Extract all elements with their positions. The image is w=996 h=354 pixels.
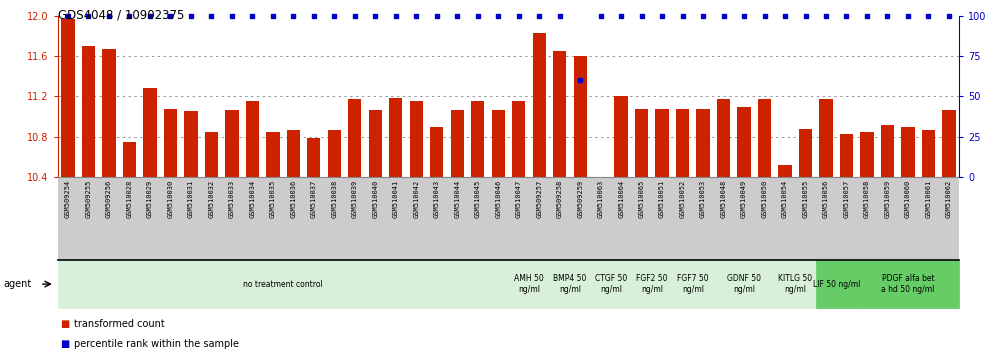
Bar bbox=[921, 130, 935, 177]
Bar bbox=[430, 127, 443, 177]
Bar bbox=[307, 138, 321, 177]
Bar bbox=[901, 127, 914, 177]
Bar bbox=[103, 49, 116, 177]
Text: GDS4048 / 10902375: GDS4048 / 10902375 bbox=[58, 9, 184, 22]
Text: agent: agent bbox=[3, 279, 31, 289]
Bar bbox=[820, 99, 833, 177]
Bar bbox=[574, 56, 587, 177]
Bar bbox=[840, 134, 854, 177]
Bar bbox=[266, 132, 280, 177]
Text: ■: ■ bbox=[60, 339, 69, 349]
Bar bbox=[143, 88, 156, 177]
Bar bbox=[492, 109, 505, 177]
Bar bbox=[880, 125, 894, 177]
Bar bbox=[799, 129, 812, 177]
Bar bbox=[409, 102, 423, 177]
Text: BMP4 50
ng/ml: BMP4 50 ng/ml bbox=[553, 274, 587, 294]
Text: KITLG 50
ng/ml: KITLG 50 ng/ml bbox=[778, 274, 813, 294]
Bar bbox=[225, 109, 239, 177]
Bar bbox=[942, 109, 955, 177]
Bar bbox=[328, 130, 341, 177]
Bar bbox=[184, 110, 197, 177]
Bar bbox=[655, 109, 668, 177]
Text: FGF2 50
ng/ml: FGF2 50 ng/ml bbox=[636, 274, 667, 294]
Text: PDGF alfa bet
a hd 50 ng/ml: PDGF alfa bet a hd 50 ng/ml bbox=[881, 274, 934, 294]
Bar bbox=[512, 102, 525, 177]
Text: CTGF 50
ng/ml: CTGF 50 ng/ml bbox=[595, 274, 627, 294]
Text: no treatment control: no treatment control bbox=[243, 280, 323, 289]
Bar bbox=[163, 109, 177, 177]
Bar bbox=[737, 107, 751, 177]
Bar bbox=[676, 109, 689, 177]
Text: percentile rank within the sample: percentile rank within the sample bbox=[74, 339, 239, 349]
Bar bbox=[861, 132, 873, 177]
Bar bbox=[205, 132, 218, 177]
Bar bbox=[82, 46, 96, 177]
Bar bbox=[696, 109, 710, 177]
Bar bbox=[287, 130, 300, 177]
Bar bbox=[349, 99, 362, 177]
Bar bbox=[717, 99, 730, 177]
Text: ■: ■ bbox=[60, 319, 69, 329]
Bar bbox=[450, 109, 464, 177]
Text: AMH 50
ng/ml: AMH 50 ng/ml bbox=[514, 274, 544, 294]
Bar bbox=[246, 102, 259, 177]
Bar bbox=[369, 109, 381, 177]
Text: GDNF 50
ng/ml: GDNF 50 ng/ml bbox=[727, 274, 761, 294]
Bar bbox=[533, 33, 546, 177]
Bar bbox=[635, 109, 648, 177]
Bar bbox=[123, 142, 136, 177]
Bar bbox=[62, 19, 75, 177]
Bar bbox=[778, 165, 792, 177]
Bar bbox=[471, 102, 484, 177]
Bar bbox=[553, 51, 567, 177]
Text: FGF7 50
ng/ml: FGF7 50 ng/ml bbox=[677, 274, 708, 294]
Bar bbox=[389, 98, 402, 177]
Bar bbox=[615, 97, 627, 177]
Text: LIF 50 ng/ml: LIF 50 ng/ml bbox=[813, 280, 860, 289]
Text: transformed count: transformed count bbox=[74, 319, 164, 329]
Bar bbox=[758, 99, 771, 177]
